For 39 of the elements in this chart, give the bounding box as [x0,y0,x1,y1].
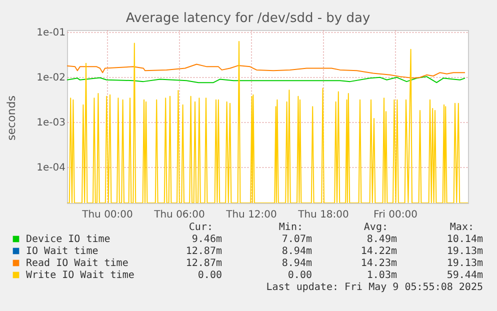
y-tick-label: 1e-02 [36,72,66,84]
text: 0.00 [198,270,222,281]
text: 9.46m [192,234,222,245]
legend-label: Read IO Wait time [26,258,128,269]
legend-label: Write IO Wait time [26,270,134,281]
x-tick-label: Thu 12:00 [225,210,277,220]
x-tick-label: Thu 00:00 [81,210,133,220]
text: 0.00 [288,270,312,281]
text: 12.87m [186,246,222,257]
line-series [67,64,466,79]
text: 14.22m [360,246,397,257]
text: Last update: Fri May 9 05:55:08 2025 [266,282,483,293]
y-tick-label: 1e-03 [36,118,66,129]
text: 7.07m [282,234,312,245]
line-series [67,76,466,84]
text: 8.94m [282,246,312,257]
text: 12.87m [186,258,222,269]
text: 19.13m [446,258,483,269]
chart-title: Average latency for /dev/sdd - by day [126,11,370,26]
text: 59.44m [446,270,483,281]
text: Cur: [188,222,213,233]
x-tick-label: Thu 18:00 [297,210,349,220]
text: 8.49m [366,234,397,245]
legend-label: IO Wait time [26,246,98,257]
text: 19.13m [446,246,483,257]
text: 8.94m [282,258,312,269]
y-axis-title: seconds [5,95,18,140]
y-tick-label: 1e-01 [36,27,66,38]
y-tick-label: 1e-04 [36,162,66,174]
line-series [67,41,468,203]
text: 10.14m [446,234,483,245]
text: Max: [450,222,474,233]
text: 14.23m [360,258,397,269]
text: Avg: [364,222,388,233]
text: Min: [278,222,303,233]
text: 1.03m [366,270,397,281]
legend-label: Device IO time [26,234,110,245]
x-tick-label: Thu 06:00 [153,210,205,220]
x-tick-label: Fri 00:00 [374,210,418,220]
